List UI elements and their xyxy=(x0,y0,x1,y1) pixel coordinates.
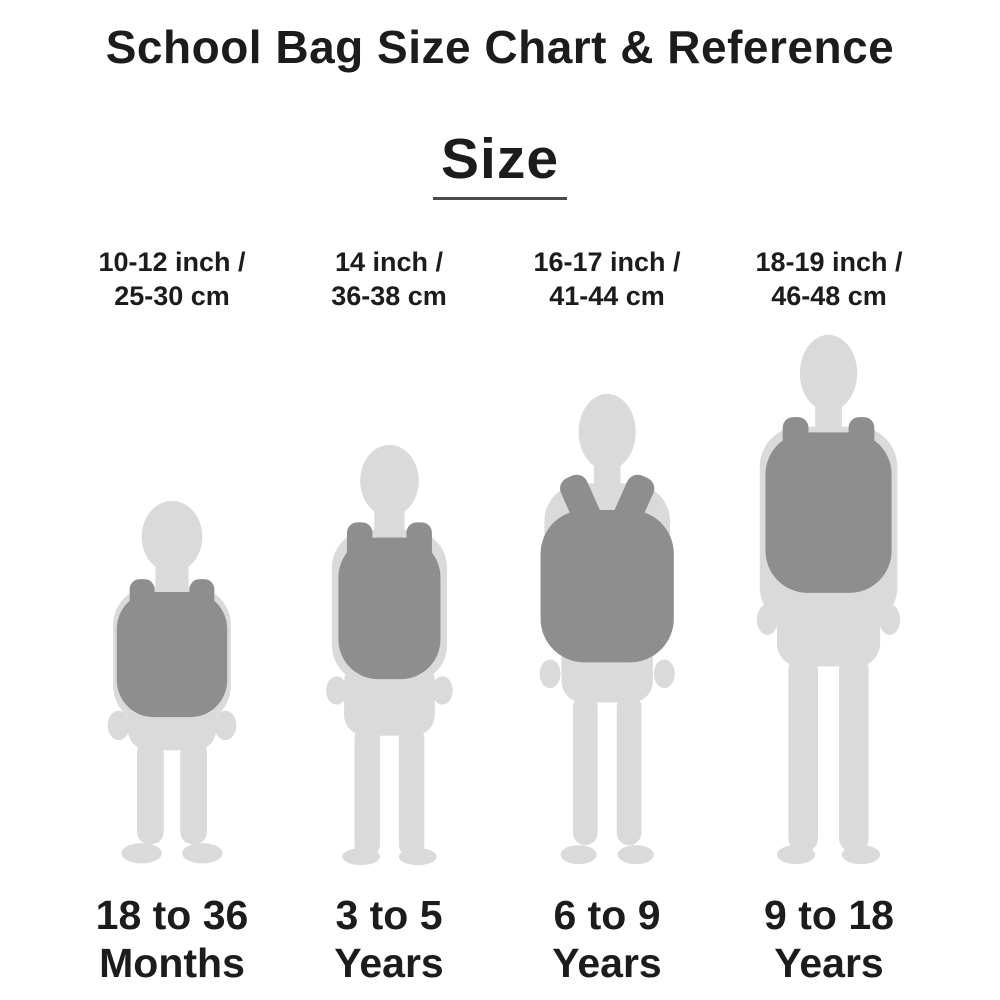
bag-size-label: 16-17 inch / 41-44 cm xyxy=(457,246,757,316)
backpack-icon xyxy=(116,579,228,718)
figure-area xyxy=(457,316,757,868)
bag-size-cm: 25-30 cm xyxy=(114,280,230,311)
figure-area xyxy=(22,316,322,868)
bag-size-cm: 36-38 cm xyxy=(331,280,447,311)
bag-size-inches: 10-12 inch / xyxy=(98,247,246,277)
bag-size-label: 10-12 inch / 25-30 cm xyxy=(22,246,322,316)
age-range-line2: Months xyxy=(99,939,245,986)
age-range-line1: 6 to 9 xyxy=(553,892,661,938)
size-column-4: 18-19 inch / 46-48 cm xyxy=(679,246,979,988)
page-title: School Bag Size Chart & Reference xyxy=(105,21,895,73)
child-body-silhouette xyxy=(757,334,901,865)
bag-size-cm: 46-48 cm xyxy=(771,280,887,311)
toddler-figure xyxy=(107,500,237,864)
bag-size-label: 18-19 inch / 46-48 cm xyxy=(679,246,979,316)
age-range-line2: Years xyxy=(552,939,662,986)
young-child-figure xyxy=(325,444,453,866)
size-column-1: 10-12 inch / 25-30 cm xyxy=(22,246,322,988)
size-column-2: 14 inch / 36-38 cm xyxy=(239,246,539,988)
age-range-line2: Years xyxy=(334,939,444,986)
figure-area xyxy=(679,316,979,868)
age-range-label: 18 to 36 Months xyxy=(22,892,322,988)
figure-area xyxy=(239,316,539,868)
age-range-label: 9 to 18 Years xyxy=(679,892,979,988)
bag-size-inches: 18-19 inch / xyxy=(755,247,903,277)
age-range-label: 6 to 9 Years xyxy=(457,892,757,988)
age-range-line1: 18 to 36 xyxy=(95,892,249,938)
bag-size-inches: 14 inch / xyxy=(334,247,444,277)
bag-size-inches: 16-17 inch / xyxy=(533,247,681,277)
size-column-3: 16-17 inch / 41-44 cm xyxy=(457,246,757,988)
age-range-line2: Years xyxy=(774,939,884,986)
age-range-label: 3 to 5 Years xyxy=(239,892,539,988)
backpack-icon xyxy=(540,474,674,663)
size-section-heading: Size xyxy=(432,126,568,200)
backpack-icon xyxy=(338,522,440,680)
bag-size-cm: 41-44 cm xyxy=(549,280,665,311)
age-range-line1: 9 to 18 xyxy=(764,892,894,938)
subtitle-row: Size xyxy=(0,126,1000,200)
teen-figure xyxy=(757,334,901,865)
backpack-icon xyxy=(765,417,893,593)
age-range-line1: 3 to 5 xyxy=(335,892,443,938)
bag-size-label: 14 inch / 36-38 cm xyxy=(239,246,539,316)
child-figure xyxy=(539,393,675,865)
